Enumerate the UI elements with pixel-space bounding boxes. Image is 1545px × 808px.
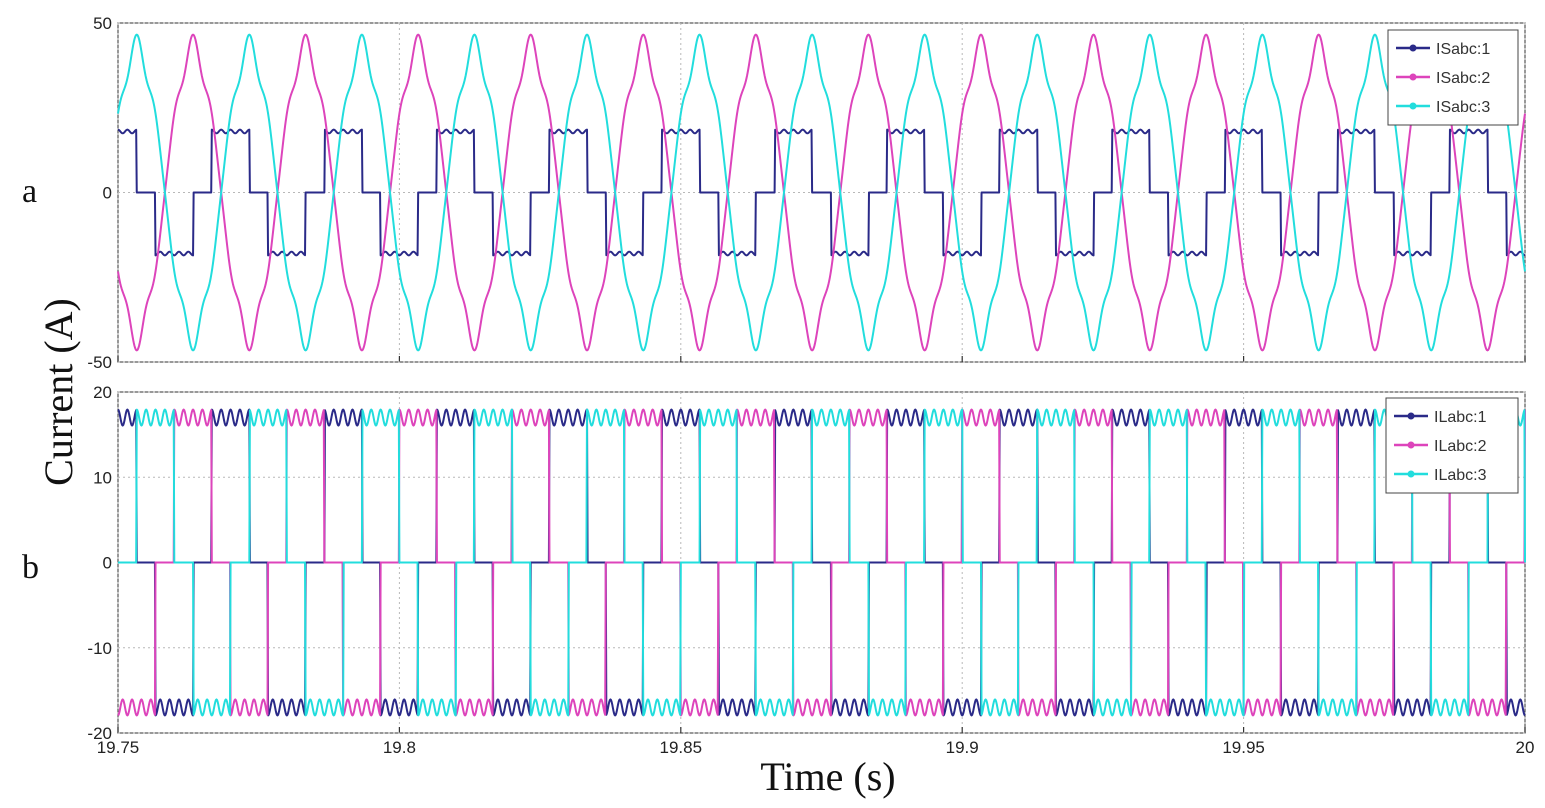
y-tick-label: -10	[87, 639, 112, 658]
series-line-ilabc-2	[117, 408, 1526, 717]
legend-b: ILabc:1 ILabc:2 ILabc:3	[1385, 397, 1519, 494]
panel-b-label: b	[22, 549, 39, 586]
y-tick-label: 0	[103, 184, 112, 203]
legend-label: ISabc:1	[1436, 41, 1490, 58]
series-line-ilabc-1	[117, 408, 1526, 717]
y-tick-label: -50	[87, 353, 112, 372]
panel-b: 19.75 19.8 19.85 19.9 19.95 20 20 10 0 -10 -20 ILab…	[87, 383, 1534, 757]
legend-label: ILabc:2	[1434, 438, 1487, 455]
y-tick-label: 10	[93, 468, 112, 487]
x-tick-label: 20	[1516, 738, 1535, 757]
x-tick-label: 19.8	[383, 738, 416, 757]
legend-a: ISabc:1 ISabc:2 ISabc:3	[1387, 29, 1519, 126]
x-tick-label: 19.85	[660, 738, 703, 757]
series-line-ilabc-3	[117, 408, 1526, 717]
legend-marker	[1409, 44, 1417, 52]
series-line-isabc-3	[117, 33, 1526, 352]
y-tick-label: 20	[93, 383, 112, 402]
x-tick-label: 19.75	[97, 738, 140, 757]
legend-marker	[1409, 102, 1417, 110]
legend-marker	[1407, 441, 1415, 449]
x-tick-label: 19.9	[946, 738, 979, 757]
panel-a-label: a	[22, 173, 37, 210]
legend-label: ILabc:1	[1434, 409, 1487, 426]
y-tick-label: 0	[103, 554, 112, 573]
legend-marker	[1409, 73, 1417, 81]
legend-label: ISabc:2	[1436, 70, 1490, 87]
panel-a: 50 0 -50 ISabc:1 ISabc:2 ISabc:3	[87, 14, 1526, 372]
y-tick-label: -20	[87, 724, 112, 743]
legend-label: ISabc:3	[1436, 99, 1490, 116]
x-axis-title: Time (s)	[760, 754, 895, 799]
plot-panels: 50 0 -50 ISabc:1 ISabc:2 ISabc:3 19.75 19.8 19.8…	[87, 14, 1534, 757]
series-line-isabc-1	[117, 128, 1526, 257]
y-axis-title: Current (A)	[36, 298, 81, 486]
y-tick-label: 50	[93, 14, 112, 33]
legend-marker	[1407, 412, 1415, 420]
legend-label: ILabc:3	[1434, 467, 1487, 484]
legend-marker	[1407, 470, 1415, 478]
x-tick-label: 19.95	[1222, 738, 1265, 757]
